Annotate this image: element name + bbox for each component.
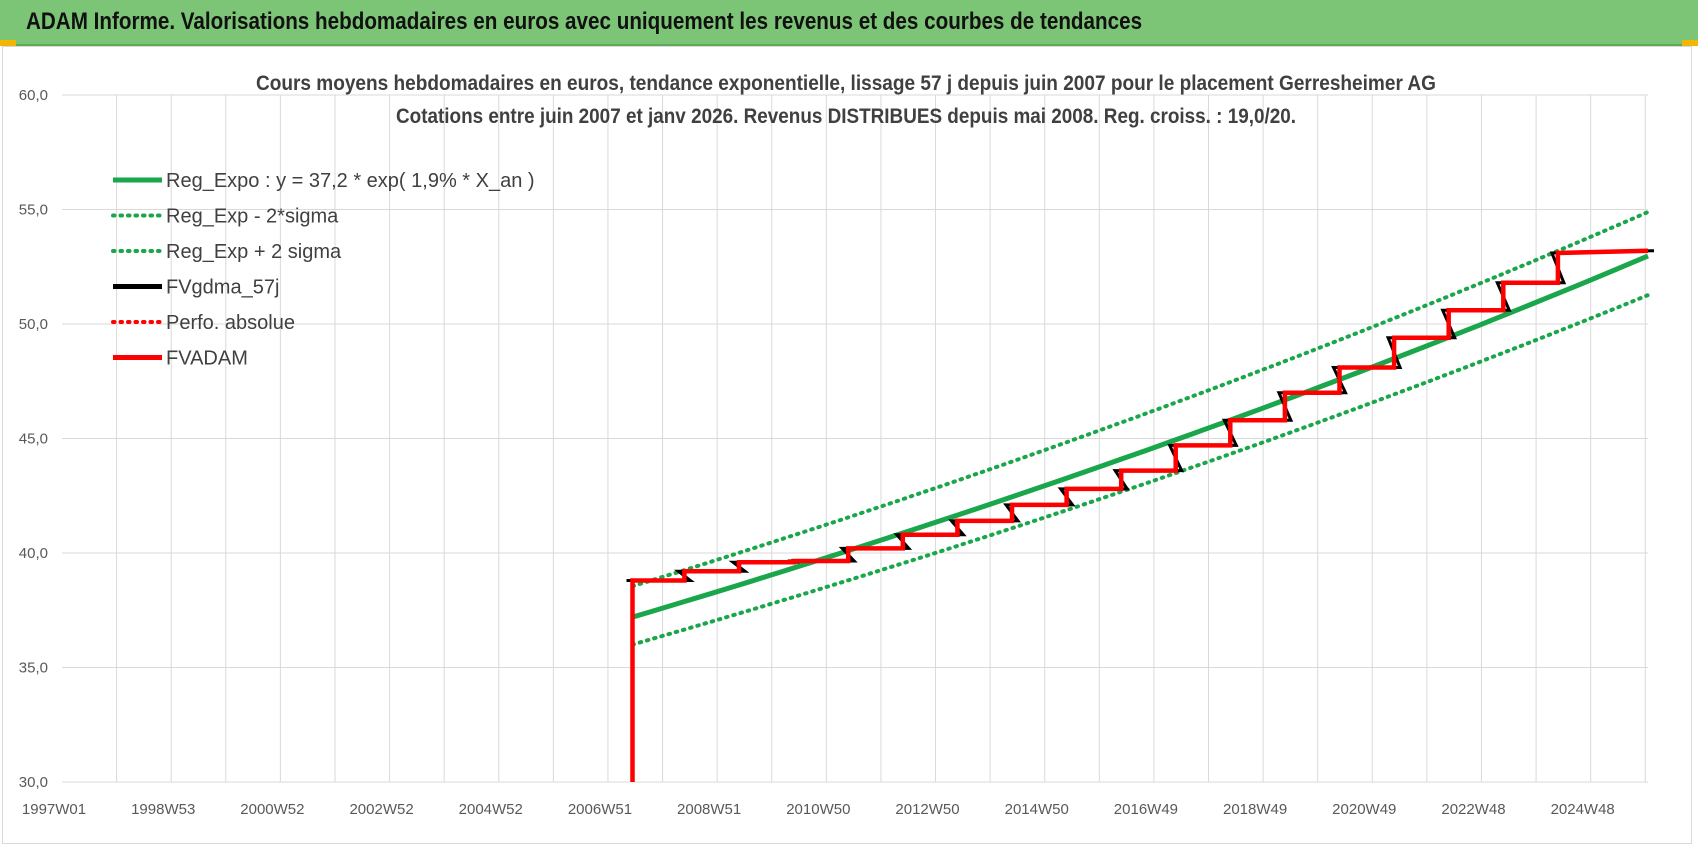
legend-label: Reg_Exp - 2*sigma [166, 206, 339, 228]
legend-label: Reg_Exp + 2 sigma [166, 241, 342, 263]
y-tick-labels: 30,0 35,0 40,0 45,0 50,0 55,0 60,0 [19, 87, 48, 791]
corner-mark-left [0, 40, 16, 46]
fvadam-line [630, 248, 1649, 782]
x-tick-label: 1998W53 [131, 801, 195, 818]
x-tick-label: 2020W49 [1332, 801, 1396, 818]
y-tick-label: 45,0 [19, 431, 48, 448]
x-tick-labels: 1997W01 1998W53 2000W52 2002W52 2004W52 2006W… [22, 801, 1615, 818]
x-tick-label: 2016W49 [1114, 801, 1178, 818]
x-tick-label: 2018W49 [1223, 801, 1287, 818]
legend-label: FVgdma_57j [166, 277, 279, 299]
chart-title: Cours moyens hebdomadaires en euros, ten… [256, 72, 1436, 95]
legend: Reg_Expo : y = 37,2 * exp( 1,9% * X_an )… [111, 170, 535, 370]
x-tick-label: 2002W52 [349, 801, 413, 818]
corner-mark-right [1682, 40, 1698, 46]
report-banner: ADAM Informe. Valorisations hebdomadaire… [0, 0, 1698, 46]
legend-label: FVADAM [166, 348, 248, 370]
y-tick-label: 60,0 [19, 87, 48, 104]
x-tick-label: 2008W51 [677, 801, 741, 818]
x-tick-label: 2004W52 [459, 801, 523, 818]
x-tick-label: 2022W48 [1441, 801, 1505, 818]
legend-label: Perfo. absolue [166, 312, 295, 334]
x-tick-label: 2024W48 [1551, 801, 1615, 818]
reg-exp-minus-2sigma-line [630, 293, 1650, 647]
y-tick-label: 40,0 [19, 545, 48, 562]
y-tick-label: 50,0 [19, 316, 48, 333]
x-tick-label: 2012W50 [895, 801, 959, 818]
grid-lines [62, 94, 1648, 783]
y-tick-label: 30,0 [19, 774, 48, 791]
y-tick-label: 55,0 [19, 202, 48, 219]
x-tick-label: 2006W51 [568, 801, 632, 818]
y-tick-label: 35,0 [19, 660, 48, 677]
x-tick-label: 2010W50 [786, 801, 850, 818]
reg-expo-line [631, 253, 1649, 620]
legend-label: Reg_Expo : y = 37,2 * exp( 1,9% * X_an ) [166, 170, 535, 192]
chart-subtitle: Cotations entre juin 2007 et janv 2026. … [396, 105, 1296, 128]
reg-exp-plus-2sigma-line [630, 210, 1650, 589]
x-tick-label: 2014W50 [1005, 801, 1069, 818]
plot-series [626, 210, 1655, 782]
x-tick-label: 2000W52 [240, 801, 304, 818]
chart-frame [2, 46, 1692, 844]
report-title: ADAM Informe. Valorisations hebdomadaire… [26, 8, 1143, 35]
x-tick-label: 1997W01 [22, 801, 86, 818]
